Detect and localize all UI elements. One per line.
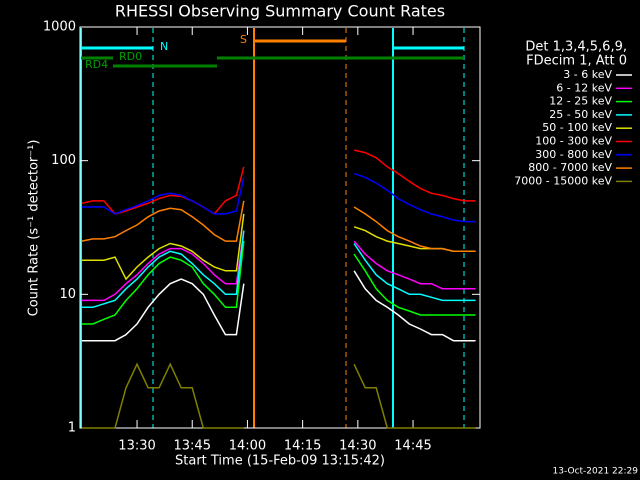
x-tick-label: 13:45 (174, 439, 211, 454)
annotation-label: N (160, 40, 168, 53)
y-axis-label: Count Rate (s⁻¹ detector⁻¹) (27, 140, 42, 317)
y-tick-label: 100 (51, 153, 76, 168)
plot-frame (79, 26, 481, 429)
x-tick-label: 13:30 (118, 439, 155, 454)
annotation-label: RD0 (119, 50, 142, 63)
timestamp: 13-Oct-2021 22:29 (553, 467, 639, 477)
legend-label: 800 - 7000 keV (528, 161, 612, 174)
series-line (81, 172, 476, 223)
x-tick-label: 14:30 (339, 439, 376, 454)
series-line (81, 200, 476, 253)
legend-label: 100 - 300 keV (535, 135, 612, 148)
legend-label: 50 - 100 keV (542, 121, 612, 134)
series-line (81, 230, 476, 302)
x-tick-label: 14:00 (229, 439, 266, 454)
x-axis-label: Start Time (15-Feb-09 13:15:42) (175, 454, 385, 469)
legend-label: 12 - 25 keV (549, 95, 612, 108)
legend-label: 3 - 6 keV (563, 68, 612, 81)
legend-title: Det 1,3,4,5,6,9, (525, 40, 627, 55)
x-tick-label: 14:15 (284, 439, 321, 454)
series-line (81, 362, 476, 429)
legend-label: 7000 - 15000 keV (514, 174, 612, 187)
legend-title: FDecim 1, Att 0 (526, 54, 627, 69)
series-line (81, 270, 476, 342)
legend-label: 25 - 50 keV (549, 108, 612, 121)
y-tick-label: 10 (59, 287, 76, 302)
series-line (81, 241, 476, 325)
legend-label: 6 - 12 keV (556, 81, 612, 94)
series-line (81, 230, 476, 309)
annotation-label: S (240, 33, 247, 46)
series-line (81, 149, 476, 215)
annotation-label: RD4 (85, 58, 108, 71)
legend-label: 300 - 800 keV (535, 148, 612, 161)
x-tick-label: 14:45 (394, 439, 431, 454)
y-tick-label: 1 (68, 421, 76, 436)
series-line (81, 213, 476, 281)
chart-title: RHESSI Observing Summary Count Rates (115, 2, 445, 21)
annotations: N S RD0 RD4 (80, 28, 465, 428)
y-tick-label: 1000 (43, 20, 76, 35)
